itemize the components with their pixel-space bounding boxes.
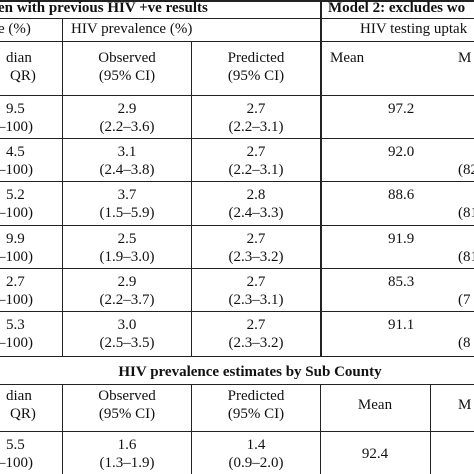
observed-header: Observed (98, 50, 156, 66)
predicted-ci-value: (2.3–3.1) (228, 292, 284, 308)
predicted-ci-header: (95% CI) (227, 68, 285, 84)
right-cut-value: (82 (458, 162, 474, 178)
section-title-left: en with previous HIV +ve results (0, 0, 208, 16)
median-value: 4.5 (6, 144, 25, 160)
row-rule (0, 181, 474, 182)
predicted-ci-header: (95% CI) (227, 406, 285, 422)
right-cut-value: (8 (458, 335, 471, 351)
right-cut-value: (81 (458, 205, 474, 221)
row-rule (0, 311, 474, 312)
section-title-rule (0, 384, 474, 385)
observed-header: Observed (98, 388, 156, 404)
median-value: 5.3 (6, 317, 25, 333)
row-rule (0, 138, 474, 139)
title-rule (0, 18, 474, 19)
mean-value: 85.3 (388, 274, 415, 290)
observed-ci-header: (95% CI) (98, 68, 156, 84)
model-divider (320, 0, 322, 356)
section-rule (0, 356, 474, 357)
iqr-header: QR) (10, 68, 36, 84)
median-value: 5.5 (6, 437, 25, 453)
top-rule (0, 0, 474, 2)
right-cut-value: (7 (458, 292, 471, 308)
observed-ci-value: (2.2–3.6) (99, 119, 155, 135)
prevalence-header: HIV prevalence (%) (71, 21, 193, 37)
mean-value: 88.6 (388, 187, 415, 203)
observed-value: 2.5 (117, 231, 137, 247)
observed-ci-header: (95% CI) (98, 406, 156, 422)
median-header: dian (6, 50, 32, 66)
median-value: 2.7 (6, 274, 25, 290)
column-divider (430, 384, 431, 474)
column-divider (191, 41, 192, 356)
mean-header: Mean (330, 50, 365, 66)
right-cut-header: M (458, 397, 472, 413)
median-value: 5.2 (6, 187, 25, 203)
section2-title: HIV prevalence estimates by Sub County (118, 364, 382, 380)
iqr-value: –100) (0, 455, 33, 471)
predicted-value: 1.4 (246, 437, 266, 453)
column-divider (320, 384, 321, 474)
section-title-right: Model 2: excludes wo (328, 0, 466, 16)
predicted-ci-value: (2.2–3.1) (228, 162, 284, 178)
row-rule (0, 268, 474, 269)
predicted-header: Predicted (227, 50, 285, 66)
row-rule (0, 225, 474, 226)
observed-value: 3.7 (117, 187, 137, 203)
mean-value: 91.1 (388, 317, 415, 333)
observed-ci-value: (1.3–1.9) (99, 455, 155, 471)
observed-ci-value: (2.2–3.7) (99, 292, 155, 308)
predicted-value: 2.7 (246, 274, 266, 290)
predicted-header: Predicted (227, 388, 285, 404)
median-value: 9.5 (6, 101, 25, 117)
observed-ci-value: (1.9–3.0) (99, 249, 155, 265)
predicted-ci-value: (2.3–3.2) (228, 335, 284, 351)
observed-value: 3.1 (117, 144, 137, 160)
section-header-rule (0, 431, 474, 432)
uptake-header: HIV testing uptak (360, 21, 468, 37)
iqr-value: –100) (0, 205, 33, 221)
iqr-value: –100) (0, 162, 33, 178)
observed-value: 2.9 (117, 101, 137, 117)
iqr-value: –100) (0, 335, 33, 351)
mean-header: Mean (357, 397, 393, 413)
predicted-ci-value: (2.3–3.2) (228, 249, 284, 265)
predicted-value: 2.7 (246, 144, 266, 160)
iqr-header: QR) (10, 406, 36, 422)
subheader-rule (0, 41, 474, 42)
iqr-value: –100) (0, 119, 33, 135)
iqr-value: –100) (0, 292, 33, 308)
predicted-value: 2.7 (246, 231, 266, 247)
observed-value: 3.0 (117, 317, 137, 333)
observed-ci-value: (1.5–5.9) (99, 205, 155, 221)
median-header: dian (6, 388, 32, 404)
observed-ci-value: (2.5–3.5) (99, 335, 155, 351)
observed-ci-value: (2.4–3.8) (99, 162, 155, 178)
observed-value: 1.6 (117, 437, 137, 453)
predicted-value: 2.7 (246, 101, 266, 117)
predicted-ci-value: (2.2–3.1) (228, 119, 284, 135)
mean-value: 97.2 (388, 101, 415, 117)
column-divider (62, 384, 63, 474)
mean-value: 92.4 (361, 446, 389, 462)
mean-value: 92.0 (388, 144, 415, 160)
column-fragment: e (%) (0, 21, 31, 37)
median-value: 9.9 (6, 231, 25, 247)
predicted-value: 2.7 (246, 317, 266, 333)
column-divider (62, 18, 63, 356)
iqr-value: –100) (0, 249, 33, 265)
header-rule (0, 95, 474, 96)
predicted-value: 2.8 (246, 187, 266, 203)
right-cut-header: M (458, 50, 472, 66)
predicted-ci-value: (0.9–2.0) (228, 455, 284, 471)
observed-value: 2.9 (117, 274, 137, 290)
right-cut-value: (81 (458, 249, 474, 265)
predicted-ci-value: (2.4–3.3) (228, 205, 284, 221)
column-divider (191, 384, 192, 474)
mean-value: 91.9 (388, 231, 415, 247)
